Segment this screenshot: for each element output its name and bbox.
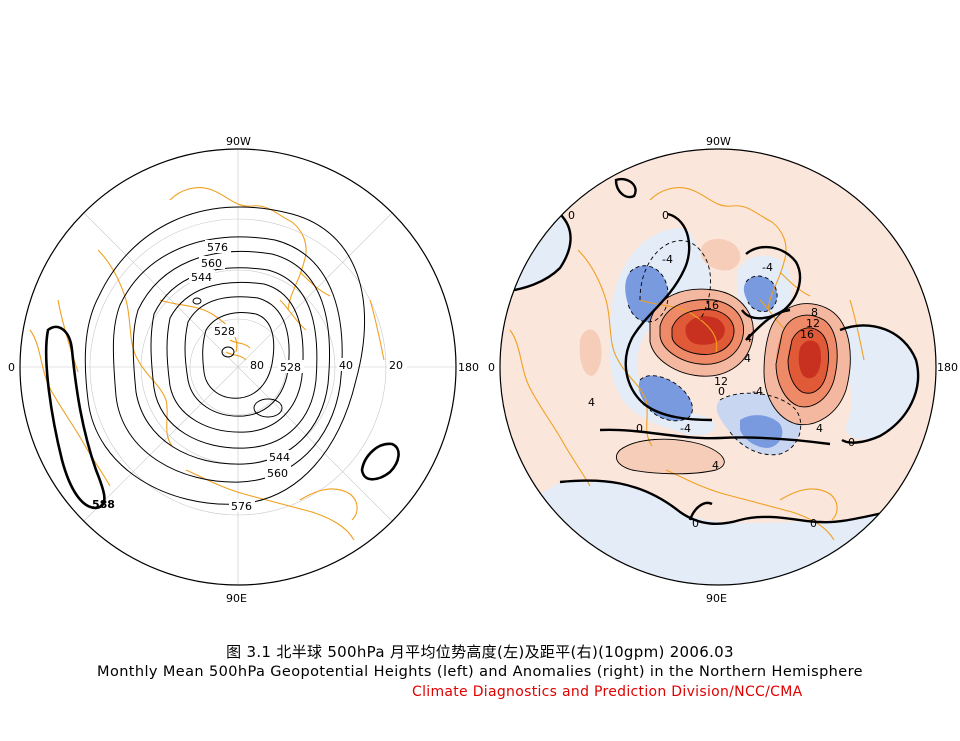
contour-label: 576 xyxy=(231,500,252,513)
lon-label-right: 180 xyxy=(937,361,958,374)
lon-label-bottom: 90E xyxy=(226,592,247,605)
lon-label-left: 0 xyxy=(488,361,495,374)
contour-label: 4 xyxy=(712,459,719,472)
contour-label: 560 xyxy=(267,467,288,480)
contour-label: -4 xyxy=(662,253,673,266)
contour-label: 0 xyxy=(636,422,643,435)
contour-label: 0 xyxy=(810,517,817,530)
right-lon-labels: 90W 90E 0 180 xyxy=(488,135,958,605)
lon-label-top: 90W xyxy=(226,135,251,148)
contour-label: 4 xyxy=(745,332,752,345)
figure-caption-chinese: 图 3.1 北半球 500hPa 月平均位势高度(左)及距平(右)(10gpm)… xyxy=(226,643,734,661)
left-graticule xyxy=(20,149,456,585)
right-positive-lobes xyxy=(579,238,851,474)
left-lon-labels: 90W 90E 0 180 xyxy=(8,135,479,605)
left-contour-labels: 576 560 544 528 528 544 560 576 588 xyxy=(92,240,304,513)
left-coastlines xyxy=(29,187,385,541)
lat-label: 40 xyxy=(339,359,353,372)
contour-label: 560 xyxy=(201,257,222,270)
contour-label: -4 xyxy=(680,422,691,435)
lon-label-left: 0 xyxy=(8,361,15,374)
right-anomaly-contours xyxy=(500,177,936,525)
contour-label: 0 xyxy=(718,385,725,398)
contour-label: 528 xyxy=(280,361,301,374)
contour-label: -4 xyxy=(752,385,763,398)
contour-label: 4 xyxy=(588,396,595,409)
left-height-contours xyxy=(84,206,366,505)
contour-label: 0 xyxy=(662,209,669,222)
figure-caption-english: Monthly Mean 500hPa Geopotential Heights… xyxy=(97,664,863,680)
contour-label: 0 xyxy=(692,517,699,530)
contour-label: 16 xyxy=(800,328,814,341)
contour-label: 528 xyxy=(214,325,235,338)
left-map-heights: 576 560 544 528 528 544 560 576 588 80 4… xyxy=(8,135,479,605)
left-lat-labels: 80 40 20 xyxy=(248,358,407,372)
right-map-anomalies: 0 0 -4 -4 16 8 12 16 4 4 12 0 -4 -4 4 4 … xyxy=(488,135,958,605)
contour-label: 12 xyxy=(806,317,820,330)
contour-label: 4 xyxy=(744,352,751,365)
contour-label: 576 xyxy=(207,241,228,254)
contour-label: 4 xyxy=(816,422,823,435)
contour-label: 544 xyxy=(191,271,212,284)
lat-label: 80 xyxy=(250,359,264,372)
contour-label: 0 xyxy=(848,436,855,449)
contour-label: 8 xyxy=(811,306,818,319)
lat-label: 20 xyxy=(389,359,403,372)
right-contour-labels: 0 0 -4 -4 16 8 12 16 4 4 12 0 -4 -4 4 4 … xyxy=(568,209,855,530)
contour-label: 0 xyxy=(568,209,575,222)
contour-label: 588 xyxy=(92,498,115,511)
lon-label-top: 90W xyxy=(706,135,731,148)
contour-label: 16 xyxy=(705,299,719,312)
lon-label-bottom: 90E xyxy=(706,592,727,605)
contour-label: 12 xyxy=(714,375,728,388)
contour-label: -4 xyxy=(762,261,773,274)
lon-label-right: 180 xyxy=(458,361,479,374)
figure-source-credit: Climate Diagnostics and Prediction Divis… xyxy=(412,684,803,700)
contour-label: 544 xyxy=(269,451,290,464)
left-588-contours xyxy=(44,325,400,510)
